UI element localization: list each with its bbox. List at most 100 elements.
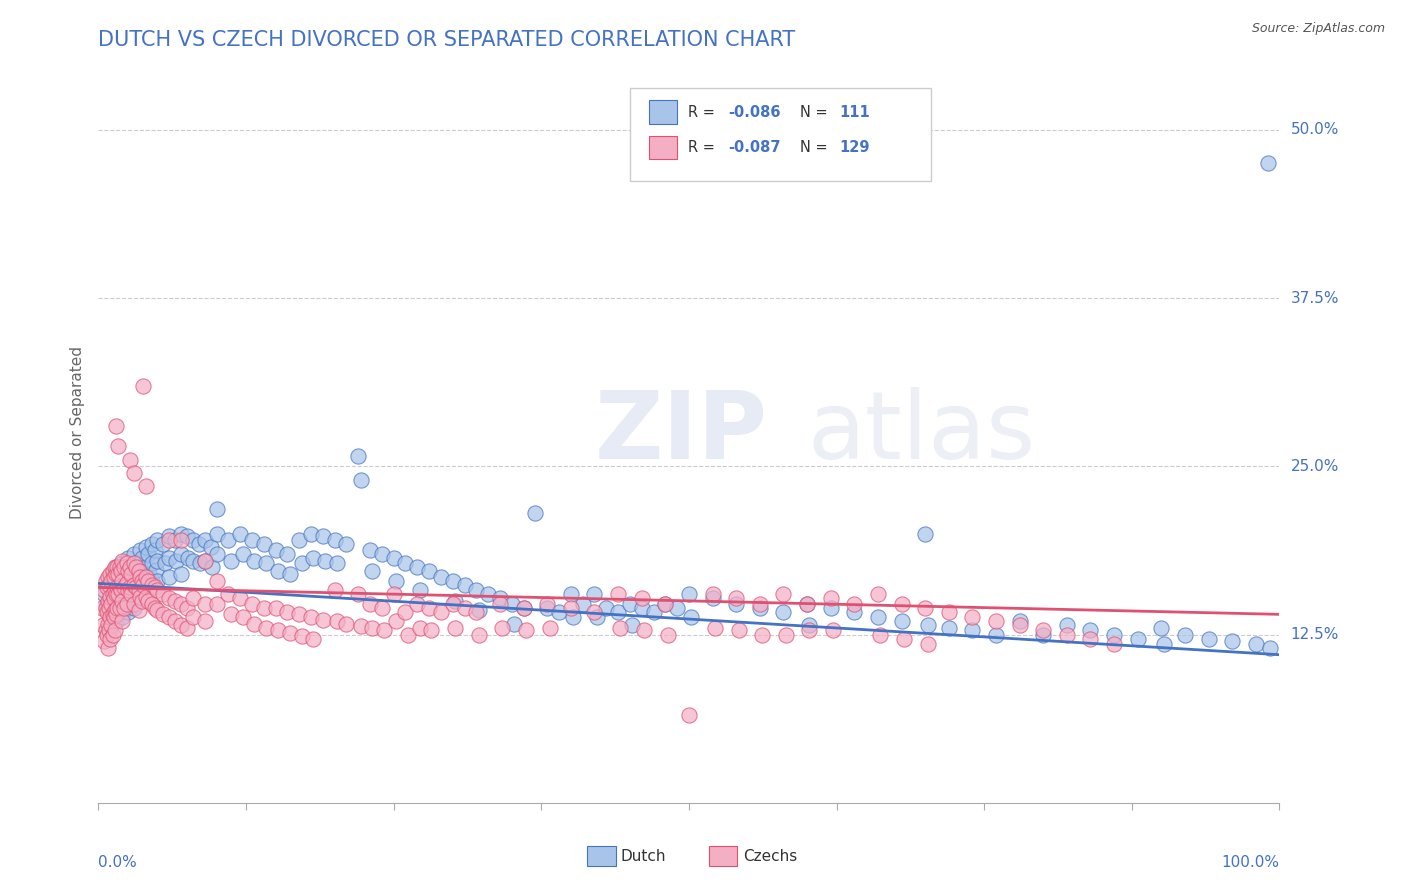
- Point: [98, 610, 121, 624]
- Point: [595, 600, 617, 615]
- Point: [441, 574, 464, 588]
- Text: Source: ZipAtlas.com: Source: ZipAtlas.com: [1251, 22, 1385, 36]
- Point: [141, 597, 163, 611]
- Point: [229, 591, 252, 606]
- Point: [122, 556, 145, 570]
- Point: [609, 621, 631, 635]
- Point: [643, 605, 665, 619]
- Point: [111, 576, 134, 591]
- Point: [844, 605, 866, 619]
- Point: [157, 533, 180, 548]
- Point: [893, 632, 915, 646]
- Point: [120, 560, 142, 574]
- Point: [122, 583, 145, 598]
- Point: [217, 587, 239, 601]
- Point: [98, 621, 121, 635]
- Point: [201, 560, 224, 574]
- Point: [122, 547, 145, 561]
- Point: [125, 560, 148, 574]
- Point: [1198, 632, 1220, 646]
- Point: [666, 600, 689, 615]
- Point: [394, 556, 416, 570]
- Point: [107, 587, 129, 601]
- Point: [111, 556, 134, 570]
- Point: [108, 600, 131, 615]
- Point: [194, 533, 217, 548]
- Point: [775, 627, 797, 641]
- Point: [799, 618, 821, 632]
- Point: [181, 533, 204, 548]
- Point: [290, 629, 312, 643]
- Point: [430, 569, 453, 583]
- Point: [254, 556, 277, 570]
- Point: [112, 560, 135, 574]
- Text: 50.0%: 50.0%: [1291, 122, 1339, 137]
- Point: [302, 550, 325, 565]
- Point: [727, 624, 749, 638]
- Point: [141, 578, 163, 592]
- Point: [465, 583, 488, 598]
- Point: [132, 569, 155, 583]
- Point: [127, 574, 149, 588]
- Point: [278, 626, 301, 640]
- Point: [418, 564, 440, 578]
- Point: [98, 624, 121, 638]
- Point: [165, 614, 187, 628]
- Point: [382, 587, 405, 601]
- Point: [418, 600, 440, 615]
- Text: N =: N =: [800, 104, 832, 120]
- Point: [1174, 627, 1197, 641]
- Point: [135, 578, 157, 592]
- Point: [571, 597, 593, 611]
- Point: [288, 607, 311, 622]
- Point: [181, 553, 204, 567]
- Point: [105, 581, 128, 595]
- Point: [188, 556, 211, 570]
- Point: [205, 502, 228, 516]
- Point: [264, 600, 287, 615]
- Point: [194, 553, 217, 567]
- Text: DUTCH VS CZECH DIVORCED OR SEPARATED CORRELATION CHART: DUTCH VS CZECH DIVORCED OR SEPARATED COR…: [98, 29, 796, 50]
- Point: [373, 624, 395, 638]
- Point: [100, 618, 122, 632]
- Point: [117, 605, 139, 619]
- Point: [128, 578, 150, 592]
- Point: [165, 553, 187, 567]
- Point: [359, 597, 381, 611]
- Point: [157, 529, 180, 543]
- Point: [772, 587, 794, 601]
- Point: [105, 607, 128, 622]
- Point: [131, 550, 153, 565]
- Point: [176, 621, 198, 635]
- Point: [536, 597, 558, 611]
- Point: [205, 597, 228, 611]
- Point: [125, 556, 148, 570]
- Point: [276, 605, 298, 619]
- Point: [98, 610, 121, 624]
- FancyBboxPatch shape: [630, 88, 931, 181]
- Point: [621, 618, 644, 632]
- Point: [583, 587, 606, 601]
- Point: [725, 597, 748, 611]
- Point: [288, 533, 311, 548]
- Point: [157, 569, 180, 583]
- Point: [231, 610, 253, 624]
- Point: [1080, 624, 1102, 638]
- Point: [444, 621, 467, 635]
- Point: [135, 590, 157, 604]
- Point: [136, 547, 159, 561]
- Point: [1244, 637, 1267, 651]
- Point: [128, 591, 150, 606]
- Point: [96, 627, 118, 641]
- Point: [253, 537, 276, 551]
- Point: [371, 547, 394, 561]
- Text: R =: R =: [688, 140, 720, 155]
- Point: [101, 566, 124, 581]
- Point: [1258, 640, 1281, 655]
- Point: [290, 556, 312, 570]
- Point: [420, 624, 443, 638]
- Point: [408, 621, 430, 635]
- Point: [560, 600, 582, 615]
- Point: [748, 600, 770, 615]
- Point: [267, 564, 290, 578]
